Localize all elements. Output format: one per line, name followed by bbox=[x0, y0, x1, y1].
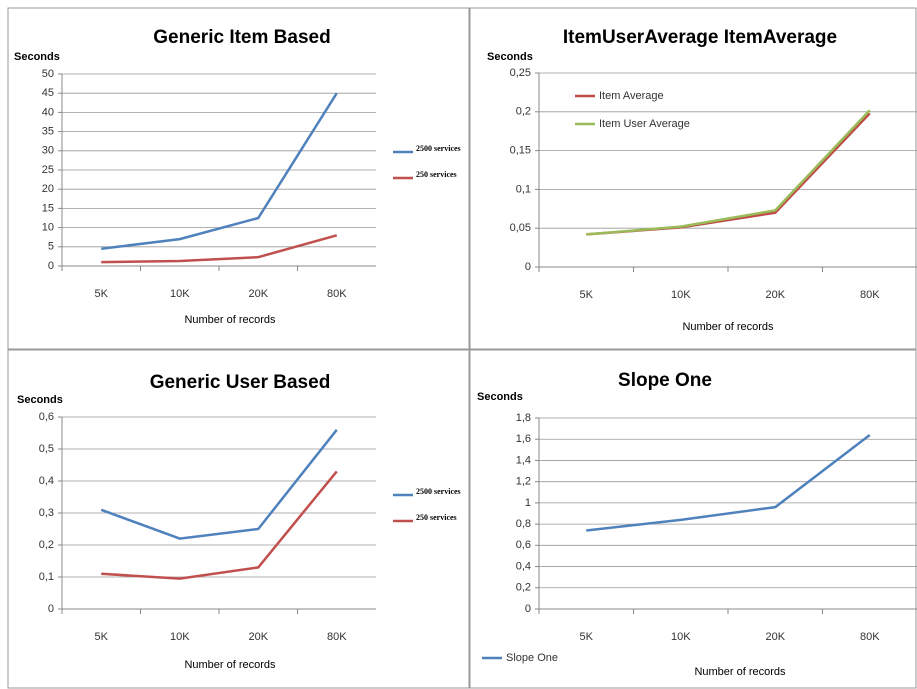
y-tick-label: 0,1 bbox=[39, 571, 54, 583]
y-tick-label: 0,8 bbox=[516, 518, 531, 530]
series-line bbox=[101, 92, 338, 250]
series-line bbox=[586, 112, 871, 236]
y-tick-label: 1,4 bbox=[516, 454, 531, 466]
y-tick-label: 0,1 bbox=[516, 183, 531, 195]
y-tick-label: 0,4 bbox=[516, 560, 531, 572]
y-tick-label: 1 bbox=[525, 497, 531, 509]
x-tick-label: 20K bbox=[765, 631, 785, 643]
y-tick-label: 35 bbox=[42, 126, 54, 138]
y-tick-label: 40 bbox=[42, 106, 54, 118]
x-tick-label: 5K bbox=[580, 289, 594, 301]
x-axis-label: Number of records bbox=[184, 659, 276, 671]
legend-label: 250 services bbox=[416, 170, 457, 179]
y-tick-label: 25 bbox=[42, 164, 54, 176]
x-axis-label: Number of records bbox=[184, 314, 276, 326]
x-axis-label: Number of records bbox=[694, 666, 786, 678]
y-tick-label: 0,5 bbox=[39, 443, 54, 455]
series-line bbox=[586, 109, 871, 236]
x-tick-label: 10K bbox=[671, 289, 691, 301]
chart-title: Slope One bbox=[618, 370, 712, 391]
y-axis-label: Seconds bbox=[14, 51, 60, 63]
chart-title: Generic Item Based bbox=[153, 27, 330, 48]
y-tick-label: 1,2 bbox=[516, 476, 531, 488]
series-line bbox=[101, 234, 338, 264]
chart-title: ItemUserAverage ItemAverage bbox=[563, 27, 837, 48]
y-tick-label: 0,6 bbox=[516, 539, 531, 551]
x-tick-label: 5K bbox=[95, 288, 109, 300]
y-tick-label: 45 bbox=[42, 87, 54, 99]
series-line bbox=[586, 433, 871, 532]
y-tick-label: 0,2 bbox=[516, 582, 531, 594]
series-line bbox=[101, 470, 338, 580]
y-tick-label: 1,8 bbox=[516, 412, 531, 424]
x-tick-label: 80K bbox=[860, 289, 880, 301]
y-axis-label: Seconds bbox=[17, 394, 63, 406]
y-tick-label: 0,4 bbox=[39, 475, 54, 487]
x-tick-label: 20K bbox=[248, 288, 268, 300]
series-line bbox=[100, 429, 338, 540]
panel bbox=[469, 7, 917, 350]
y-tick-label: 0,15 bbox=[510, 145, 531, 157]
y-tick-label: 30 bbox=[42, 145, 54, 157]
x-tick-label: 80K bbox=[327, 288, 347, 300]
x-tick-label: 20K bbox=[765, 289, 785, 301]
panel bbox=[469, 349, 917, 689]
y-tick-label: 0,6 bbox=[39, 411, 54, 423]
y-tick-label: 0,25 bbox=[510, 67, 531, 79]
x-axis-label: Number of records bbox=[682, 321, 774, 333]
y-tick-label: 0 bbox=[525, 261, 531, 273]
legend-label: 2500 services bbox=[416, 487, 461, 496]
y-tick-label: 20 bbox=[42, 183, 54, 195]
y-tick-label: 50 bbox=[42, 68, 54, 80]
legend-label: 250 services bbox=[416, 513, 457, 522]
x-tick-label: 80K bbox=[860, 631, 880, 643]
y-tick-label: 0,3 bbox=[39, 507, 54, 519]
legend-label: 2500 services bbox=[416, 144, 461, 153]
panel bbox=[7, 7, 470, 350]
y-tick-label: 0,2 bbox=[39, 539, 54, 551]
y-axis-label: Seconds bbox=[477, 391, 523, 403]
x-tick-label: 10K bbox=[170, 631, 190, 643]
y-tick-label: 0,2 bbox=[516, 106, 531, 118]
y-axis-label: Seconds bbox=[487, 51, 533, 63]
y-tick-label: 0,05 bbox=[510, 222, 531, 234]
chart-title: Generic User Based bbox=[150, 372, 331, 393]
x-tick-label: 5K bbox=[95, 631, 109, 643]
y-tick-label: 5 bbox=[48, 241, 54, 253]
x-tick-label: 80K bbox=[327, 631, 347, 643]
legend-label: Item User Average bbox=[599, 118, 690, 130]
y-tick-label: 0 bbox=[48, 603, 54, 615]
legend-label: Slope One bbox=[506, 652, 558, 664]
y-tick-label: 1,6 bbox=[516, 433, 531, 445]
panel bbox=[7, 349, 470, 689]
y-tick-label: 15 bbox=[42, 202, 54, 214]
x-tick-label: 10K bbox=[671, 631, 691, 643]
y-tick-label: 10 bbox=[42, 222, 54, 234]
x-tick-label: 10K bbox=[170, 288, 190, 300]
y-tick-label: 0 bbox=[525, 603, 531, 615]
x-tick-label: 20K bbox=[248, 631, 268, 643]
x-tick-label: 5K bbox=[580, 631, 594, 643]
legend-label: Item Average bbox=[599, 90, 664, 102]
y-tick-label: 0 bbox=[48, 260, 54, 272]
